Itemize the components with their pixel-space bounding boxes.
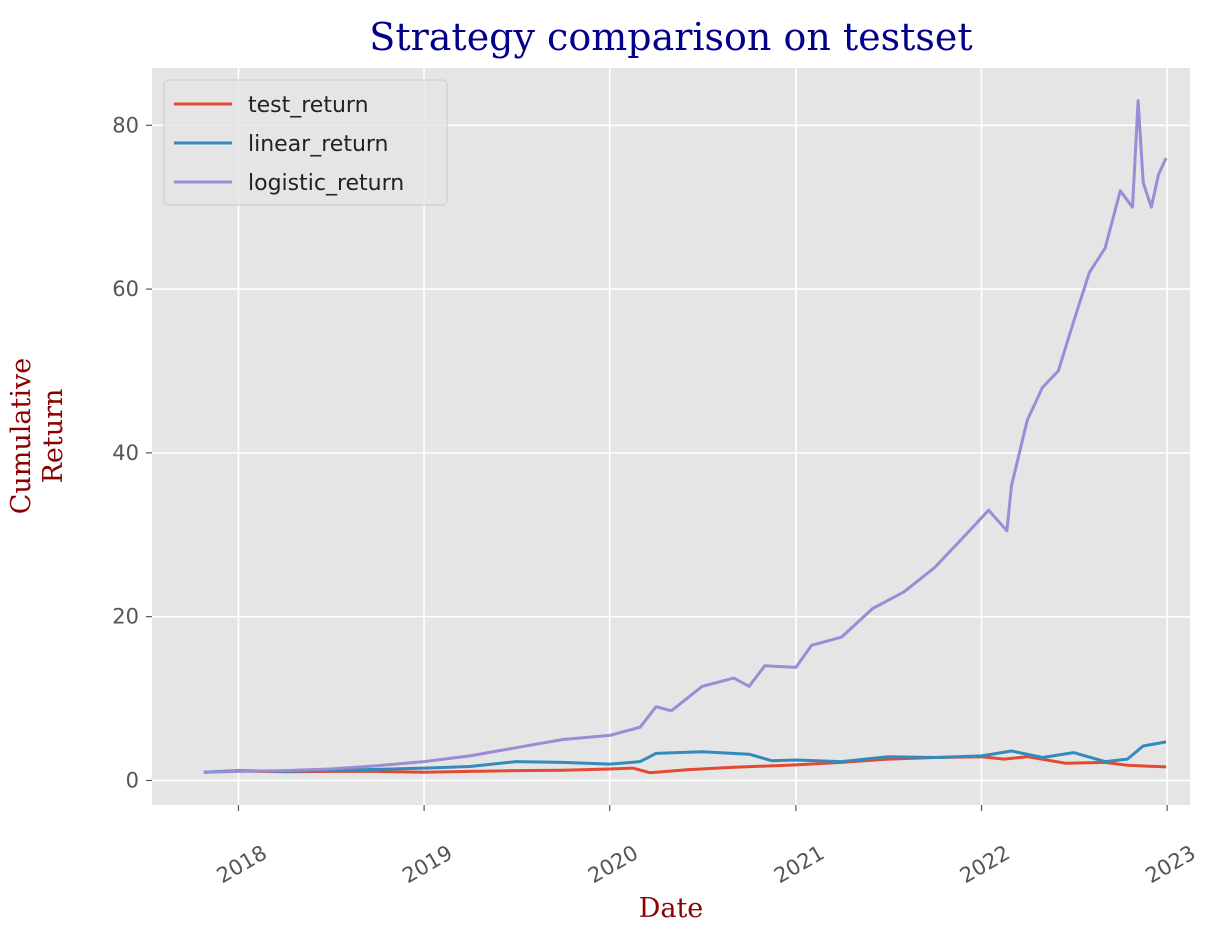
legend-label: logistic_return [248,171,404,196]
y-tick-label: 20 [112,605,139,629]
x-tick-label: 2021 [770,841,828,889]
series-line-linear-return [203,740,1167,774]
series-layer [203,99,1168,775]
series-line-test-return [203,755,1167,775]
series-line-logistic-return [203,99,1168,774]
y-tick-label: 60 [112,277,139,301]
x-tick-label: 2020 [584,841,642,889]
y-axis-ticks: 0 20 40 60 80 [112,113,152,792]
x-tick-label: 2022 [956,841,1014,889]
legend: test_return linear_return logistic_return [163,79,448,206]
chart-title: Strategy comparison on testset [369,15,972,59]
y-axis-label: CumulativeReturn [6,358,69,515]
y-tick-label: 40 [112,441,139,465]
x-tick-label: 2023 [1141,841,1199,889]
x-axis-ticks: 2018 2019 2020 2021 2022 2023 [213,805,1200,888]
grid [152,68,1190,805]
legend-label: test_return [248,93,369,118]
y-tick-label: 80 [112,113,139,137]
legend-label: linear_return [248,132,389,157]
x-tick-label: 2018 [213,841,271,889]
legend-box [163,79,448,206]
x-tick-label: 2019 [398,841,456,889]
y-tick-label: 0 [126,768,139,792]
x-axis-label: Date [639,893,704,924]
